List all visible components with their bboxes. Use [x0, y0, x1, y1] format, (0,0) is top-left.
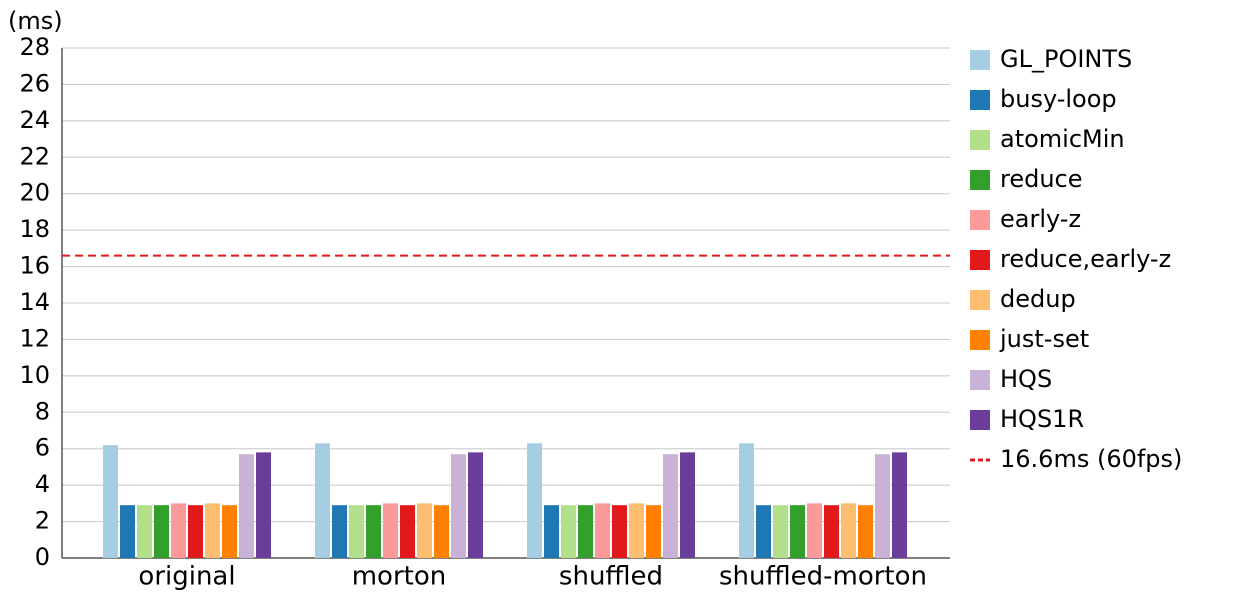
- bar: [739, 443, 754, 558]
- x-tick-label: shuffled-morton: [719, 562, 927, 592]
- bar: [103, 445, 118, 558]
- y-tick-label: 24: [19, 106, 50, 134]
- legend-label: GL_POINTS: [1000, 45, 1132, 73]
- bar: [858, 505, 873, 558]
- legend-label: just-set: [999, 325, 1089, 353]
- y-tick-label: 2: [35, 507, 50, 535]
- bar: [315, 443, 330, 558]
- legend-label: HQS1R: [1000, 405, 1084, 433]
- x-tick-label: morton: [352, 562, 447, 592]
- y-tick-label: 6: [35, 434, 50, 462]
- bar: [349, 505, 364, 558]
- bar: [154, 505, 169, 558]
- bar: [222, 505, 237, 558]
- legend-label: early-z: [1000, 205, 1081, 233]
- y-tick-label: 14: [19, 288, 50, 316]
- legend-label: atomicMin: [1000, 125, 1125, 153]
- legend-swatch: [970, 210, 990, 230]
- bar: [561, 505, 576, 558]
- x-tick-label: shuffled: [559, 562, 663, 592]
- bar: [824, 505, 839, 558]
- bar: [239, 454, 254, 558]
- y-axis-label: (ms): [8, 7, 63, 35]
- bar: [756, 505, 771, 558]
- legend-swatch: [970, 170, 990, 190]
- y-tick-label: 12: [19, 324, 50, 352]
- y-tick-label: 18: [19, 215, 50, 243]
- y-tick-label: 26: [19, 69, 50, 97]
- x-tick-label: original: [138, 562, 235, 592]
- bar: [366, 505, 381, 558]
- bar: [383, 503, 398, 558]
- bar: [332, 505, 347, 558]
- bar: [188, 505, 203, 558]
- bar: [171, 503, 186, 558]
- legend-label: HQS: [1000, 365, 1052, 393]
- bar: [256, 452, 271, 558]
- bar: [137, 505, 152, 558]
- legend-label: 16.6ms (60fps): [1000, 445, 1182, 473]
- legend-swatch: [970, 90, 990, 110]
- bar: [451, 454, 466, 558]
- y-tick-label: 28: [19, 33, 50, 61]
- bar: [680, 452, 695, 558]
- bar: [646, 505, 661, 558]
- legend-swatch: [970, 330, 990, 350]
- bar: [434, 505, 449, 558]
- bar: [544, 505, 559, 558]
- y-tick-label: 8: [35, 397, 50, 425]
- bar: [807, 503, 822, 558]
- bar: [595, 503, 610, 558]
- legend-label: reduce: [1000, 165, 1083, 193]
- bar: [527, 443, 542, 558]
- y-tick-label: 16: [19, 252, 50, 280]
- legend-swatch: [970, 410, 990, 430]
- bar: [892, 452, 907, 558]
- legend-swatch: [970, 290, 990, 310]
- bar: [468, 452, 483, 558]
- legend-swatch: [970, 130, 990, 150]
- y-tick-label: 20: [19, 179, 50, 207]
- bar: [875, 454, 890, 558]
- bar: [205, 503, 220, 558]
- bar: [629, 503, 644, 558]
- legend-label: reduce,early-z: [1000, 245, 1171, 273]
- legend-label: busy-loop: [1000, 85, 1117, 113]
- bar: [120, 505, 135, 558]
- bar: [773, 505, 788, 558]
- bar: [663, 454, 678, 558]
- legend-swatch: [970, 50, 990, 70]
- bar: [841, 503, 856, 558]
- y-tick-label: 22: [19, 142, 50, 170]
- bar: [400, 505, 415, 558]
- legend-label: dedup: [1000, 285, 1076, 313]
- y-tick-label: 10: [19, 361, 50, 389]
- bar: [612, 505, 627, 558]
- y-tick-label: 0: [35, 543, 50, 571]
- bar: [790, 505, 805, 558]
- legend-swatch: [970, 250, 990, 270]
- bar: [417, 503, 432, 558]
- y-tick-label: 4: [35, 470, 50, 498]
- bar: [578, 505, 593, 558]
- legend-swatch: [970, 370, 990, 390]
